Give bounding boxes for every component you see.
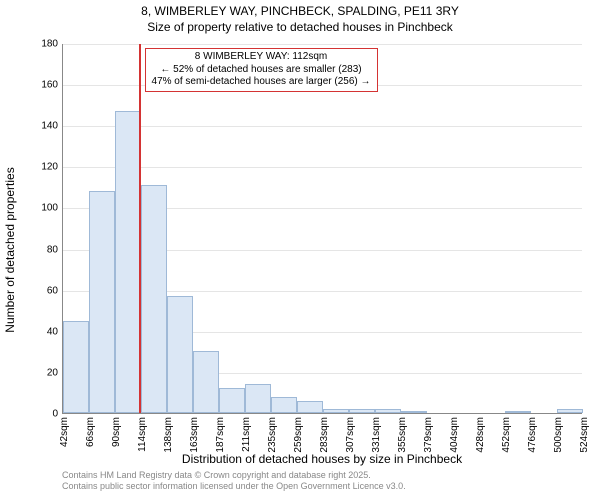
x-tick-label: 187sqm bbox=[215, 417, 226, 453]
histogram-bar bbox=[245, 384, 271, 413]
x-axis-label: Distribution of detached houses by size … bbox=[62, 452, 582, 466]
histogram-bar bbox=[141, 185, 167, 413]
y-tick-label: 140 bbox=[41, 121, 63, 132]
x-tick-label: 283sqm bbox=[319, 417, 330, 453]
x-tick-label: 500sqm bbox=[553, 417, 564, 453]
y-tick-label: 180 bbox=[41, 39, 63, 50]
x-tick-label: 114sqm bbox=[137, 417, 148, 452]
histogram-bar bbox=[505, 411, 531, 413]
callout-line-1: 8 WIMBERLEY WAY: 112sqm bbox=[152, 51, 371, 64]
x-tick-label: 211sqm bbox=[241, 417, 252, 452]
y-tick-label: 60 bbox=[47, 285, 63, 296]
x-tick-label: 476sqm bbox=[527, 417, 538, 453]
x-tick-label: 235sqm bbox=[267, 417, 278, 453]
x-tick-label: 42sqm bbox=[59, 417, 70, 447]
x-tick-label: 379sqm bbox=[423, 417, 434, 453]
attribution-footer: Contains HM Land Registry data © Crown c… bbox=[62, 470, 406, 493]
callout-line-2: ← 52% of detached houses are smaller (28… bbox=[152, 64, 371, 77]
x-tick-label: 524sqm bbox=[579, 417, 590, 453]
x-tick-label: 66sqm bbox=[85, 417, 96, 447]
x-tick-label: 163sqm bbox=[189, 417, 200, 453]
histogram-bar bbox=[193, 351, 219, 413]
histogram-bar bbox=[219, 388, 245, 413]
y-tick-label: 20 bbox=[47, 367, 63, 378]
histogram-bar bbox=[89, 191, 115, 413]
footer-line-2: Contains public sector information licen… bbox=[62, 481, 406, 492]
histogram-bar bbox=[271, 397, 297, 413]
histogram-bar bbox=[401, 411, 427, 413]
x-tick-label: 331sqm bbox=[371, 417, 382, 453]
x-tick-label: 452sqm bbox=[501, 417, 512, 453]
x-tick-label: 307sqm bbox=[345, 417, 356, 453]
histogram-bar bbox=[167, 296, 193, 413]
callout-line-3: 47% of semi-detached houses are larger (… bbox=[152, 76, 371, 89]
histogram-bar bbox=[297, 401, 323, 413]
histogram-bar bbox=[349, 409, 375, 413]
histogram-bar bbox=[63, 321, 89, 414]
histogram-plot: 02040608010012014016018042sqm66sqm90sqm1… bbox=[62, 44, 582, 414]
y-tick-label: 120 bbox=[41, 162, 63, 173]
footer-line-1: Contains HM Land Registry data © Crown c… bbox=[62, 470, 406, 481]
histogram-bar bbox=[323, 409, 349, 413]
x-tick-label: 428sqm bbox=[475, 417, 486, 453]
histogram-bar bbox=[557, 409, 583, 413]
y-tick-label: 40 bbox=[47, 326, 63, 337]
x-tick-label: 355sqm bbox=[397, 417, 408, 453]
y-tick-label: 80 bbox=[47, 244, 63, 255]
chart-title: 8, WIMBERLEY WAY, PINCHBECK, SPALDING, P… bbox=[0, 4, 600, 35]
y-tick-label: 160 bbox=[41, 80, 63, 91]
marker-callout: 8 WIMBERLEY WAY: 112sqm← 52% of detached… bbox=[145, 48, 378, 92]
x-tick-label: 259sqm bbox=[293, 417, 304, 453]
y-axis-label: Number of detached properties bbox=[3, 167, 17, 332]
histogram-bar bbox=[375, 409, 401, 413]
gridline bbox=[63, 44, 582, 45]
x-tick-label: 138sqm bbox=[163, 417, 174, 453]
title-line-2: Size of property relative to detached ho… bbox=[0, 20, 600, 36]
title-line-1: 8, WIMBERLEY WAY, PINCHBECK, SPALDING, P… bbox=[0, 4, 600, 20]
x-tick-label: 90sqm bbox=[111, 417, 122, 447]
histogram-bar bbox=[115, 111, 141, 413]
y-tick-label: 100 bbox=[41, 203, 63, 214]
x-tick-label: 404sqm bbox=[449, 417, 460, 453]
marker-line bbox=[139, 44, 141, 413]
